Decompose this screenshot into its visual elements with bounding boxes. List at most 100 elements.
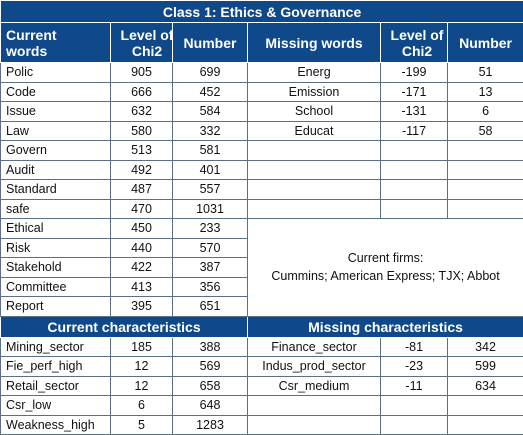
table-row: Ethical 450 233 Current firms: Cummins; Amer… [0,218,523,317]
characteristic-cell: Fie_perf_high [0,356,111,377]
empty-cell [380,395,448,416]
header-text: Number [459,34,512,51]
table-row: Retail_sector 12 658 Csr_medium -11 634 [0,375,523,396]
empty-cell [380,159,448,180]
chi2-cell: -171 [380,81,448,102]
table-row: Csr_low 6 648 [0,395,523,416]
number-cell: 584 [172,101,248,122]
empty-cell [247,198,381,219]
table-row: Govern 513 581 [0,140,523,161]
table-row: safe 470 1031 [0,198,523,219]
empty-cell [380,179,448,200]
header-text: Level of Chi2 [390,26,444,59]
chi2-cell: 470 [110,198,173,219]
chi2-cell: 632 [110,101,173,122]
number-cell: 356 [172,276,248,297]
chi2-cell: 487 [110,179,173,200]
table-row: Mining_sector 185 388 Finance_sector -81 342 [0,336,523,357]
characteristic-cell: Csr_low [0,395,111,416]
word-cell: Ethical [0,218,111,239]
number-cell: 233 [172,218,248,239]
characteristic-cell: Csr_medium [247,375,381,396]
table-row: Code 666 452 Emission -171 13 [0,81,523,102]
table-row: Law 580 332 Educat -117 58 [0,120,523,141]
firms-list: Cummins; American Express; TJX; Abbot [271,269,500,284]
number-cell: 387 [172,257,248,278]
current-firms: Current firms: Cummins; American Express;… [246,218,523,317]
chi2-cell: 666 [110,81,173,102]
header-text: Level of Chi2 [120,26,173,59]
word-cell: Energ [247,62,381,83]
chi2-cell: 513 [110,140,173,161]
empty-cell [446,414,523,435]
word-cell: Polic [0,62,111,83]
section-header: Current characteristics [0,315,248,338]
empty-cell [247,179,381,200]
number-cell: 58 [446,120,523,141]
chi2-cell: 413 [110,276,173,297]
empty-cell [380,414,448,435]
table-row: Standard 487 557 [0,179,523,200]
empty-cell [446,159,523,180]
table-row: Class 1: Ethics & Governance [0,0,523,23]
number-cell: 569 [172,356,248,377]
column-header: Number [172,22,248,63]
number-cell: 13 [446,81,523,102]
chi2-cell: 12 [110,356,173,377]
chi2-cell: -199 [380,62,448,83]
word-cell: Emission [247,81,381,102]
number-cell: 699 [172,62,248,83]
word-cell: Report [0,296,111,317]
chi2-cell: 185 [110,336,173,357]
word-cell: Educat [247,120,381,141]
number-cell: 651 [172,296,248,317]
characteristic-cell: Retail_sector [0,375,111,396]
number-cell: 658 [172,375,248,396]
number-cell: 581 [172,140,248,161]
empty-cell [247,414,381,435]
characteristic-cell: Mining_sector [0,336,111,357]
column-header: Missing words [247,22,381,63]
empty-cell [446,395,523,416]
chi2-cell: 492 [110,159,173,180]
number-cell: 1283 [172,414,248,435]
firms-label: Current firms: [347,251,424,266]
word-cell: Standard [0,179,111,200]
number-cell: 1031 [172,198,248,219]
word-cell: Risk [0,237,111,258]
chi2-cell: 6 [110,395,173,416]
characteristic-cell: Weakness_high [0,414,111,435]
word-cell: safe [0,198,111,219]
chi2-cell: -11 [380,375,448,396]
header-text: Current words [6,26,57,59]
chi2-cell: -131 [380,101,448,122]
column-header: Level of Chi2 [110,22,173,63]
word-cell: Committee [0,276,111,297]
chi2-cell: 440 [110,237,173,258]
empty-cell [247,159,381,180]
table-row: Issue 632 584 School -131 6 [0,101,523,122]
section-header: Missing characteristics [246,315,523,338]
word-cell: Issue [0,101,111,122]
table-row: Stakehold 422 387 [0,257,523,278]
number-cell: 648 [172,395,248,416]
empty-cell [380,140,448,161]
column-header: Number [446,22,523,63]
number-cell: 401 [172,159,248,180]
word-cell: Code [0,81,111,102]
column-header: Current words [0,22,111,63]
table-row: Fie_perf_high 12 569 Indus_prod_sector -23 59… [0,356,523,377]
chi2-cell: 395 [110,296,173,317]
header-text: Number [183,34,237,51]
chi2-cell: 5 [110,414,173,435]
number-cell: 388 [172,336,248,357]
chi2-cell: -117 [380,120,448,141]
chi2-cell: 580 [110,120,173,141]
chi2-cell: 905 [110,62,173,83]
empty-cell [247,140,381,161]
empty-cell [380,198,448,219]
table-row: Audit 492 401 [0,159,523,180]
number-cell: 6 [446,101,523,122]
